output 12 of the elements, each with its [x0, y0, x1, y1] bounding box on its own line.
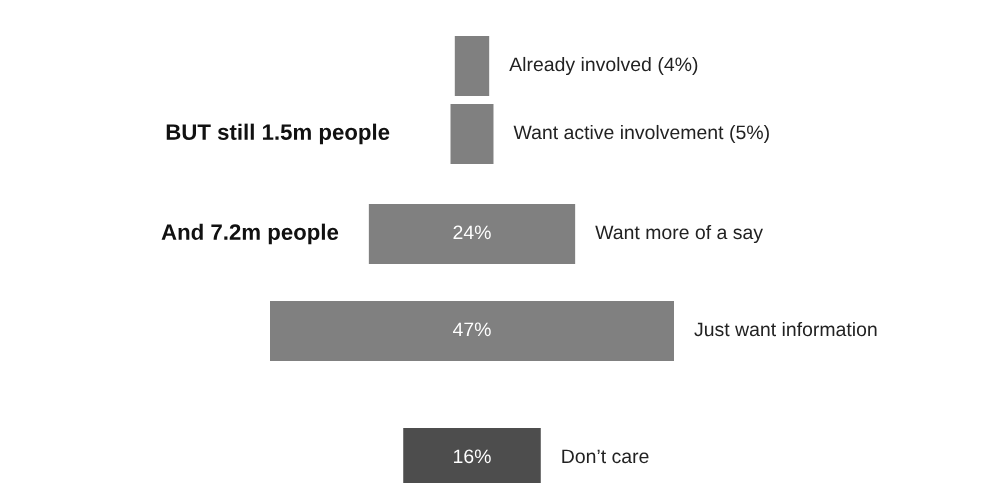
category-label: Just want information	[694, 321, 877, 337]
category-label: Don’t care	[562, 449, 649, 464]
category-label: Want more of a say	[595, 224, 763, 244]
text: And 7.2m people	[161, 223, 339, 245]
data-label: 16%	[454, 449, 491, 464]
category-label: Want active involvement	[513, 124, 724, 140]
data-label: (4%)	[658, 56, 698, 76]
category-label: Already involved	[509, 56, 651, 76]
data-label: 24%	[453, 225, 491, 240]
text: BUT still 1.5m people	[166, 123, 390, 145]
data-label: 47%	[452, 322, 491, 337]
data-label: (5%)	[730, 124, 769, 144]
